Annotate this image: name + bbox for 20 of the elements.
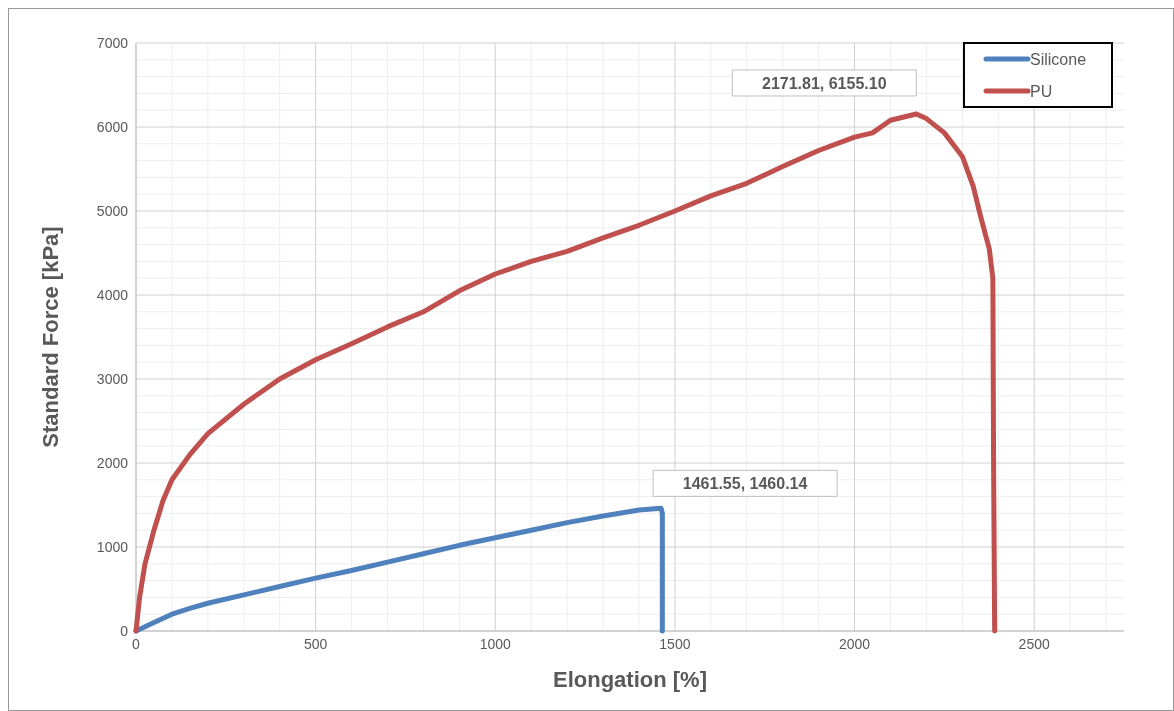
x-tick-label: 1500 [659, 636, 691, 652]
y-tick-label: 6000 [96, 119, 129, 135]
y-tick-label: 1000 [96, 539, 129, 555]
y-tick-label: 3000 [96, 371, 129, 387]
y-tick-label: 7000 [96, 35, 129, 51]
annotation: 1461.55, 1460.14 [682, 475, 808, 493]
y-tick-label: 4000 [96, 287, 129, 303]
y-axis-title: Standard Force [kPa] [38, 226, 63, 448]
x-tick-label: 1000 [479, 636, 512, 652]
y-tick-label: 0 [120, 623, 129, 639]
x-axis-title: Elongation [%] [553, 667, 707, 692]
x-tick-label: 0 [132, 636, 141, 652]
x-tick-label: 2000 [838, 636, 871, 652]
legend-label: PU [1030, 83, 1053, 100]
annotation: 2171.81, 6155.10 [761, 74, 887, 92]
legend-label: Silicone [1030, 51, 1087, 68]
x-tick-label: 500 [303, 636, 328, 652]
y-tick-label: 5000 [96, 203, 129, 219]
y-tick-label: 2000 [96, 455, 129, 471]
x-tick-label: 2500 [1018, 636, 1050, 652]
